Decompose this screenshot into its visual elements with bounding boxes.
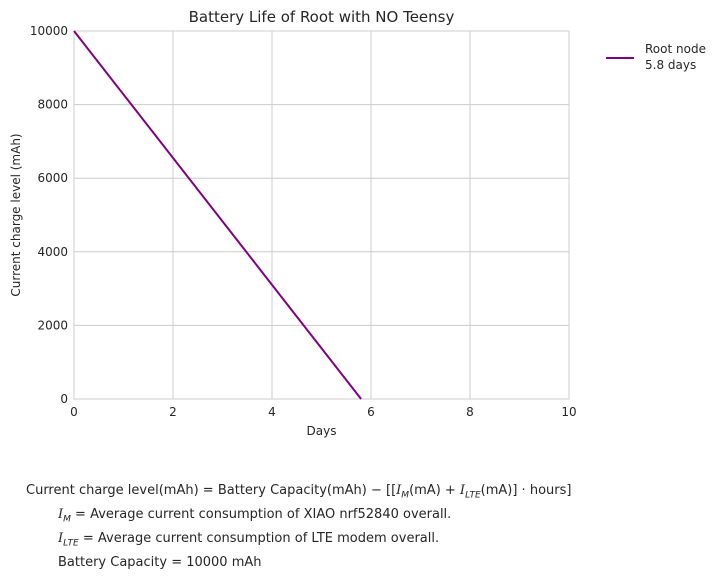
tick-labels: 0 2 4 6 8 10 0 2000 4000 6000 8000 10000	[30, 24, 577, 419]
y-tick-label: 10000	[30, 24, 68, 38]
y-tick-label: 2000	[37, 318, 68, 332]
legend-label-root-node: Root node	[645, 42, 706, 56]
formula-minus: − [[	[366, 483, 397, 498]
y-tick-label: 4000	[37, 245, 68, 259]
y-tick-label: 0	[60, 392, 68, 406]
capacity-definition: Battery Capacity = 10000 mAh	[58, 555, 262, 571]
x-tick-label: 8	[466, 405, 474, 419]
im-def-symbol: I	[58, 507, 64, 522]
y-tick-label: 8000	[37, 98, 68, 112]
formula-im-unit: (mA) +	[409, 483, 460, 498]
legend-label-days: 5.8 days	[645, 58, 696, 72]
x-tick-label: 10	[561, 405, 576, 419]
ilte-def-subscript: LTE	[63, 538, 79, 549]
im-definition: IM = Average current consumption of XIAO…	[58, 507, 451, 528]
formula-ilte-subscript: LTE	[465, 490, 481, 501]
series-layer	[73, 30, 362, 400]
plot-frame	[73, 30, 570, 400]
battery-formula: Current charge level(mAh) = Battery Capa…	[26, 483, 571, 504]
grid	[73, 30, 570, 400]
formula-im-subscript: M	[401, 490, 410, 501]
series-line-0	[73, 30, 362, 400]
x-axis-label: Days	[307, 424, 337, 438]
y-tick-label: 6000	[37, 171, 68, 185]
x-tick-label: 2	[169, 405, 177, 419]
x-tick-label: 0	[70, 405, 78, 419]
formula-lhs: Current charge level(mAh)	[26, 483, 199, 498]
ilte-definition: ILTE = Average current consumption of LT…	[58, 531, 439, 552]
x-tick-label: 6	[367, 405, 375, 419]
ilte-def-text: = Average current consumption of LTE mod…	[78, 531, 440, 546]
y-axis-label: Current charge level (mAh)	[9, 133, 23, 296]
im-def-subscript: M	[63, 514, 71, 525]
ilte-def-symbol: I	[58, 531, 64, 546]
formula-capacity: Battery Capacity(mAh)	[217, 483, 367, 498]
formula-ilte-symbol: I	[459, 483, 466, 498]
im-def-text: = Average current consumption of XIAO nr…	[70, 507, 452, 522]
formula-equals: =	[198, 483, 218, 498]
formula-ilte-unit: (mA)] · hours]	[480, 483, 572, 498]
formula-im-symbol: I	[396, 483, 402, 498]
legend: Root node 5.8 days	[606, 42, 706, 72]
chart-title: Battery Life of Root with NO Teensy	[189, 8, 455, 26]
x-tick-label: 4	[268, 405, 276, 419]
capacity-def-text: Battery Capacity = 10000 mAh	[58, 555, 262, 570]
